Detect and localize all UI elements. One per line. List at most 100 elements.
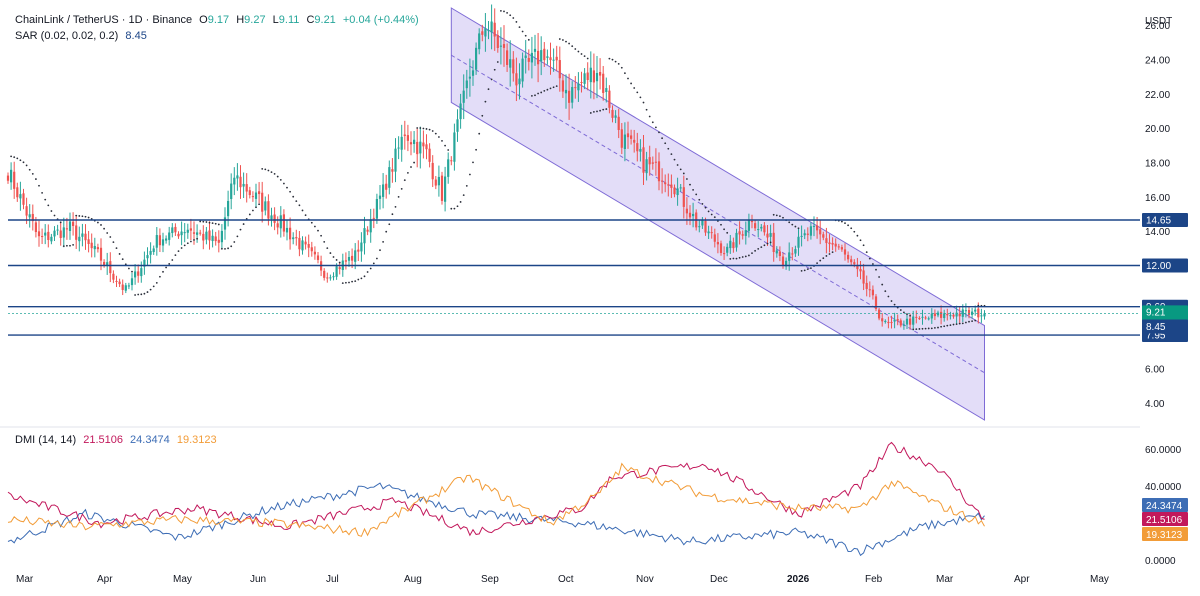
candle — [329, 274, 332, 281]
candle — [797, 228, 800, 256]
sar-dot — [345, 281, 347, 284]
candle — [422, 130, 425, 159]
candle — [115, 275, 118, 288]
sar-dot — [893, 303, 896, 306]
candle-body — [251, 196, 254, 198]
sar-dot — [258, 203, 260, 206]
sar-dot — [372, 262, 375, 265]
candle-body — [530, 52, 533, 63]
candle — [930, 308, 933, 324]
candle-body — [202, 233, 205, 241]
candle-body — [59, 230, 62, 238]
candle-body — [679, 187, 682, 189]
y-tick-label: 26.00 — [1145, 21, 1170, 32]
sar-dot — [850, 227, 853, 230]
sar-dot — [965, 321, 967, 324]
candle-body — [623, 134, 626, 149]
candle-body — [242, 183, 245, 187]
x-tick-label: Oct — [558, 574, 574, 585]
candle-body — [227, 200, 230, 217]
sar-dot — [199, 220, 202, 223]
candle — [292, 232, 295, 245]
candle — [357, 240, 360, 262]
candle-body — [558, 60, 561, 79]
y-tick-label: 24.00 — [1145, 56, 1170, 67]
candle — [450, 156, 453, 166]
candle — [437, 165, 440, 197]
candle — [462, 74, 465, 120]
candle-body — [137, 271, 140, 276]
candle — [738, 221, 741, 245]
sar-dot — [317, 229, 319, 232]
candle — [775, 246, 778, 258]
candle — [227, 190, 230, 227]
x-tick-label: Jul — [326, 574, 339, 585]
candle-body — [183, 232, 186, 234]
candle-body — [794, 249, 797, 254]
sar-dot — [571, 45, 574, 48]
dmi-value-adx: 19.3123 — [176, 434, 217, 446]
sar-dot — [655, 126, 657, 129]
sar-dot — [348, 281, 350, 284]
candle-body — [444, 176, 447, 202]
candle — [22, 188, 25, 210]
candle — [732, 237, 735, 253]
candle — [236, 163, 239, 191]
candle — [943, 309, 946, 322]
sar-dot — [428, 128, 431, 131]
candle — [726, 243, 729, 257]
sar-dot — [766, 242, 769, 245]
candle-body — [375, 198, 378, 219]
candle — [967, 306, 971, 319]
candle-body — [645, 159, 648, 174]
candle-body — [196, 232, 199, 235]
candle-body — [825, 238, 828, 244]
candle — [661, 168, 664, 194]
candle — [667, 173, 670, 197]
candle — [828, 234, 831, 253]
candle — [682, 175, 685, 219]
candle — [465, 69, 468, 99]
candle — [134, 264, 137, 285]
candle-body — [667, 184, 670, 186]
candle-body — [456, 119, 459, 132]
candle — [847, 251, 850, 263]
candle-body — [589, 67, 592, 83]
sar-dot — [608, 57, 611, 60]
candle-body — [744, 230, 747, 236]
candle-body — [859, 268, 862, 272]
candle-body — [180, 231, 183, 236]
sar-dot — [806, 268, 809, 271]
sar-dot — [748, 254, 750, 257]
candle-body — [930, 313, 933, 319]
candle — [800, 225, 803, 247]
candle-body — [208, 230, 211, 241]
candle-body — [279, 215, 282, 229]
candle-body — [189, 228, 192, 231]
candle — [459, 93, 462, 129]
sar-dot — [549, 87, 552, 90]
candle — [124, 282, 127, 294]
sar-dot — [651, 121, 654, 124]
candle — [701, 217, 704, 229]
sar-dot — [726, 231, 729, 234]
candle — [155, 227, 158, 256]
candle-body — [819, 229, 822, 235]
candle-body — [130, 278, 134, 286]
candle-body — [657, 161, 661, 182]
sar-dot — [735, 257, 738, 260]
candle — [84, 224, 87, 250]
candle — [887, 316, 890, 329]
candle-body — [273, 214, 276, 223]
candle-body — [763, 225, 766, 233]
candle-body — [239, 176, 242, 188]
candle-body — [946, 313, 949, 316]
sar-dot — [171, 259, 174, 261]
y-tick-label: 22.00 — [1145, 90, 1170, 101]
candle-body — [896, 319, 899, 321]
candle — [623, 122, 626, 162]
sar-dot — [487, 88, 490, 91]
sar-dot — [562, 39, 564, 41]
candle-body — [261, 192, 264, 212]
